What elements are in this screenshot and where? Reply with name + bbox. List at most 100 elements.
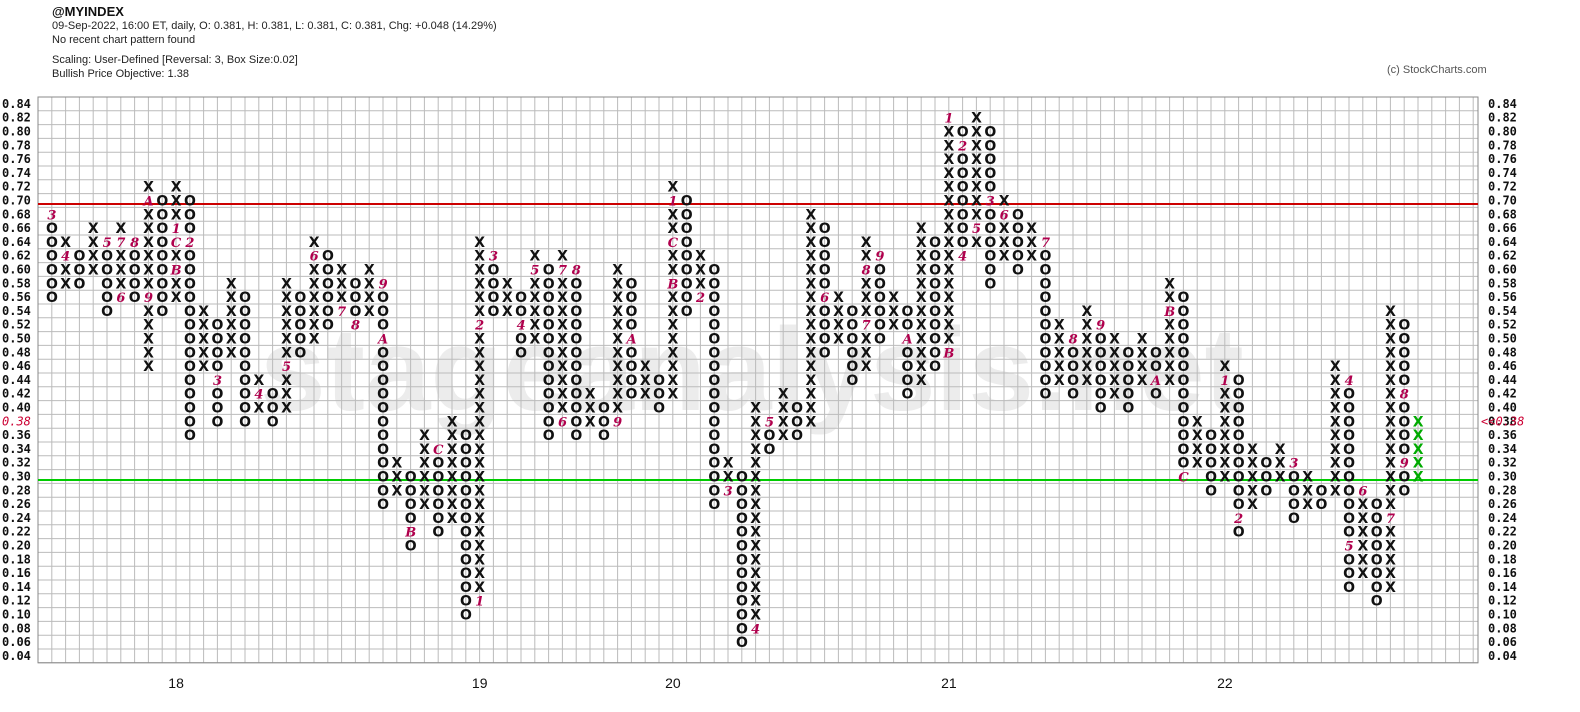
x-box: X bbox=[474, 539, 485, 555]
x-box: X bbox=[750, 539, 761, 555]
x-box: X bbox=[1082, 318, 1093, 334]
o-box: O bbox=[1343, 511, 1355, 527]
x-box: X bbox=[668, 387, 679, 403]
o-box: O bbox=[570, 318, 582, 334]
o-box: O bbox=[1205, 428, 1217, 444]
o-box: O bbox=[212, 401, 224, 417]
x-box: X bbox=[944, 152, 955, 168]
o-box: O bbox=[846, 304, 858, 320]
y-tick-label: 0.30 bbox=[2, 470, 31, 484]
y-tick-label: 0.24 bbox=[2, 511, 31, 525]
o-box: O bbox=[708, 290, 720, 306]
month-marker: 1 bbox=[944, 112, 953, 127]
o-box: O bbox=[1343, 414, 1355, 430]
y-tick-label: 0.62 bbox=[2, 249, 31, 263]
x-box: X bbox=[309, 290, 320, 306]
year-label-18: 18 bbox=[168, 675, 184, 691]
x-box: X bbox=[226, 345, 237, 361]
o-box: O bbox=[460, 552, 472, 568]
x-box: X bbox=[944, 304, 955, 320]
o-box: O bbox=[1012, 221, 1024, 237]
o-box: O bbox=[902, 387, 914, 403]
month-marker: 2 bbox=[474, 319, 484, 334]
o-box: O bbox=[819, 318, 831, 334]
o-box: O bbox=[626, 318, 638, 334]
o-box: O bbox=[101, 276, 113, 292]
y-tick-label-right: 0.62 bbox=[1488, 249, 1517, 263]
o-box: O bbox=[294, 318, 306, 334]
o-box: O bbox=[460, 539, 472, 555]
month-marker: A bbox=[141, 195, 153, 210]
o-box: O bbox=[1040, 345, 1052, 361]
o-box: O bbox=[626, 373, 638, 389]
o-box: O bbox=[460, 511, 472, 527]
x-box: X bbox=[1192, 442, 1203, 458]
o-box: O bbox=[708, 470, 720, 486]
o-box: O bbox=[184, 414, 196, 430]
o-box: O bbox=[377, 373, 389, 389]
x-box: X bbox=[557, 249, 568, 265]
x-box: X bbox=[971, 207, 982, 223]
y-tick-label-right: 0.46 bbox=[1488, 359, 1517, 373]
x-box: X bbox=[888, 318, 899, 334]
y-tick-label: 0.70 bbox=[2, 194, 31, 208]
month-marker: 9 bbox=[379, 277, 388, 292]
x-box: X bbox=[833, 304, 844, 320]
month-marker: 9 bbox=[875, 250, 884, 265]
o-box: O bbox=[129, 290, 141, 306]
o-box: O bbox=[1178, 456, 1190, 472]
x-box: X bbox=[695, 263, 706, 279]
o-box: O bbox=[1067, 345, 1079, 361]
x-box: X bbox=[143, 332, 154, 348]
x-box: X bbox=[750, 511, 761, 527]
o-box: O bbox=[570, 290, 582, 306]
y-tick-label: 0.22 bbox=[2, 525, 31, 539]
x-box: X bbox=[640, 359, 651, 375]
x-box: X bbox=[1026, 249, 1037, 265]
y-tick-label-right: 0.80 bbox=[1488, 125, 1517, 139]
o-box: O bbox=[653, 401, 665, 417]
o-box: O bbox=[819, 249, 831, 265]
o-box: O bbox=[681, 249, 693, 265]
o-box: O bbox=[543, 428, 555, 444]
o-box: O bbox=[1233, 470, 1245, 486]
x-box: X bbox=[806, 263, 817, 279]
x-box: X bbox=[474, 414, 485, 430]
o-box: O bbox=[1095, 401, 1107, 417]
o-box: O bbox=[377, 345, 389, 361]
o-box: O bbox=[1040, 373, 1052, 389]
x-box: X bbox=[143, 263, 154, 279]
x-box: X bbox=[1358, 539, 1369, 555]
o-box: O bbox=[1122, 345, 1134, 361]
o-box: O bbox=[819, 332, 831, 348]
y-tick-label: 0.68 bbox=[2, 207, 31, 221]
x-box: X bbox=[143, 359, 154, 375]
y-tick-label: 0.28 bbox=[2, 483, 31, 497]
y-tick-label: 0.44 bbox=[2, 373, 31, 387]
x-box: X bbox=[530, 249, 541, 265]
o-box: O bbox=[294, 332, 306, 348]
o-box: O bbox=[377, 318, 389, 334]
o-box: O bbox=[1122, 387, 1134, 403]
x-box: X bbox=[474, 566, 485, 582]
x-box: X bbox=[1330, 456, 1341, 472]
o-box: O bbox=[488, 304, 500, 320]
x-box: X bbox=[916, 221, 927, 237]
x-box: X bbox=[612, 332, 623, 348]
x-box: X bbox=[668, 180, 679, 196]
o-box: O bbox=[405, 539, 417, 555]
month-marker: 7 bbox=[337, 305, 346, 320]
o-box: O bbox=[846, 345, 858, 361]
o-box: O bbox=[212, 332, 224, 348]
x-box: X bbox=[198, 304, 209, 320]
x-box: X bbox=[474, 332, 485, 348]
o-box: O bbox=[902, 318, 914, 334]
o-box: O bbox=[184, 263, 196, 279]
o-box: O bbox=[791, 428, 803, 444]
o-box: O bbox=[377, 442, 389, 458]
o-box: O bbox=[1233, 401, 1245, 417]
o-box: O bbox=[460, 608, 472, 624]
y-tick-label-right: 0.56 bbox=[1488, 290, 1517, 304]
x-box: X bbox=[198, 318, 209, 334]
o-box: O bbox=[239, 373, 251, 389]
